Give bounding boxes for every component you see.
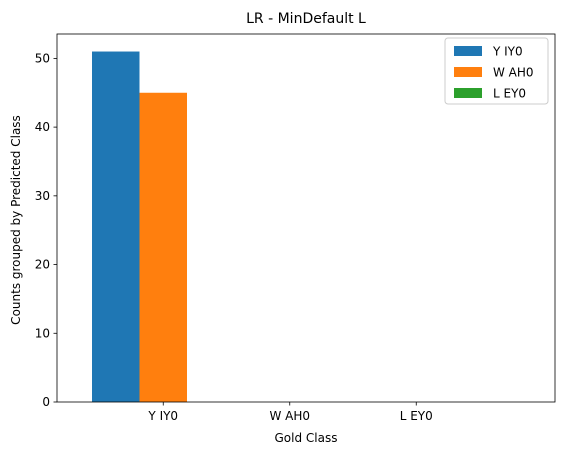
bar-2-1 [139,92,187,403]
bars-group [92,51,187,403]
legend-swatch-1 [454,46,482,56]
plot-frame [56,33,556,403]
x-tick-label: Y IY0 [147,409,178,423]
legend-label-2: W AH0 [493,66,534,80]
y-tick-label: 50 [35,51,50,65]
legend-swatch-2 [454,67,482,77]
x-axis-label: Gold Class [275,431,338,445]
x-tick-label: L EY0 [400,409,433,423]
legend: Y IY0 W AH0 L EY0 [444,37,549,105]
x-tick-label: W AH0 [269,409,310,423]
y-tick-label: 0 [42,395,50,409]
y-tick-label: 30 [35,189,50,203]
y-tick-label: 40 [35,120,50,134]
legend-swatch-3 [454,88,482,98]
y-axis-label: Counts grouped by Predicted Class [9,115,23,325]
legend-label-3: L EY0 [493,87,526,101]
axes-group: 0 10 20 30 40 50 Y IY0 W AH0 L EY0 [35,33,556,423]
chart-title: LR - MinDefault L [246,11,366,27]
bar-1-1 [92,51,140,403]
legend-label-1: Y IY0 [492,45,523,59]
y-tick-label: 20 [35,258,50,272]
y-tick-label: 10 [35,326,50,340]
